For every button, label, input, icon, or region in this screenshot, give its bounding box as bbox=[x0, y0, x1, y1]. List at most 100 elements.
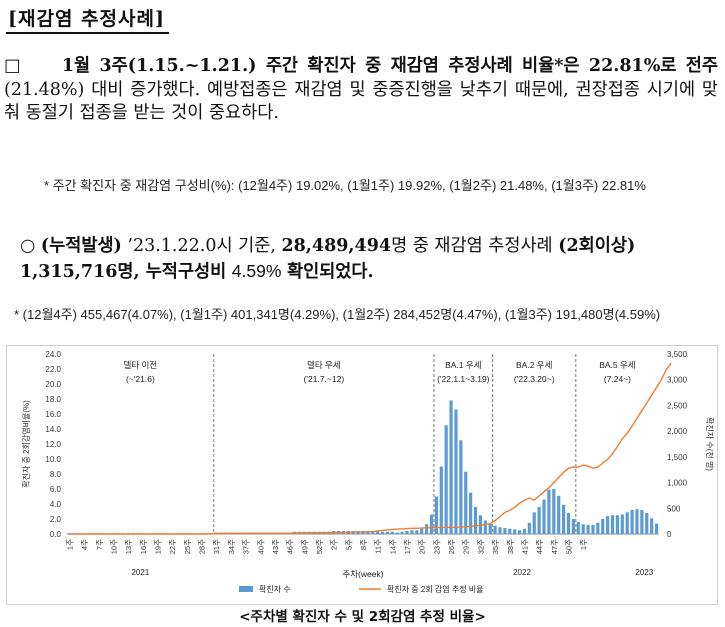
x-tick-label: 14주 bbox=[388, 539, 397, 554]
period-range: (7.24~) bbox=[604, 374, 631, 384]
bar-confirmed-cases bbox=[415, 530, 419, 534]
x-tick-label: 47주 bbox=[550, 539, 559, 554]
year-label: 2023 bbox=[635, 568, 653, 577]
period-label: BA.2 우세 bbox=[516, 360, 552, 370]
bar-confirmed-cases bbox=[513, 529, 517, 534]
cumulative-reinfection: (2회이상) 1,315,716명, 누적구성비 bbox=[20, 236, 636, 282]
bar-confirmed-cases bbox=[586, 525, 590, 534]
chart-caption: <주차별 확진자 수 및 2회감염 추정 비율> bbox=[239, 609, 486, 625]
x-tick-label: 13주 bbox=[124, 539, 133, 554]
y-tick-label-right: 500 bbox=[667, 504, 681, 513]
paragraph1-text: (21.48%) 대비 증가했다. 예방접종은 재감염 및 중증진행을 낮추기 … bbox=[4, 79, 718, 124]
chart-container: 0.0 2.0 4.0 6.0 8.0 10.0 12.0 14.0 16.0 18.0 20.0 2… bbox=[6, 345, 718, 605]
cumulative-total: 28,489,494 bbox=[281, 236, 392, 256]
y-tick-label-left: 12.0 bbox=[45, 440, 61, 449]
footnote-cumulative: * (12월4주) 455,467(4.07%), (1월1주) 401,341… bbox=[14, 307, 661, 322]
legend-swatch-cases bbox=[239, 586, 253, 592]
bar-confirmed-cases bbox=[400, 531, 404, 534]
bar-confirmed-cases bbox=[654, 523, 659, 534]
bar-confirmed-cases bbox=[390, 531, 394, 534]
x-tick-label: 28주 bbox=[198, 539, 207, 554]
x-tick-label: 20주 bbox=[418, 539, 427, 554]
x-tick-label: 50주 bbox=[564, 539, 573, 554]
bar-confirmed-cases bbox=[410, 530, 414, 534]
period-label: BA.5 우세 bbox=[599, 360, 635, 370]
y-axis-title-left: 확진자 중 2회감염비율(%) bbox=[21, 400, 31, 488]
bar-confirmed-cases bbox=[420, 528, 424, 534]
bar-confirmed-cases bbox=[429, 514, 434, 534]
bar-confirmed-cases bbox=[385, 531, 390, 534]
x-tick-label: 1주 bbox=[65, 539, 74, 550]
bar-confirmed-cases bbox=[571, 519, 575, 534]
x-tick-label: 29주 bbox=[462, 539, 471, 554]
paragraph-reinfection-ratio: □ 1월 3주(1.15.~1.21.) 주간 확진자 중 재감염 추정사례 비율… bbox=[4, 55, 718, 126]
x-tick-label: 16주 bbox=[139, 539, 148, 554]
x-tick-label: 32주 bbox=[476, 539, 485, 554]
cumulative-date: ’23.1.22.0시 기준, bbox=[127, 236, 282, 256]
bar-confirmed-cases bbox=[635, 509, 639, 534]
bar-confirmed-cases bbox=[532, 512, 536, 534]
x-tick-label: 5주 bbox=[344, 539, 353, 550]
bar-confirmed-cases bbox=[581, 524, 585, 534]
x-tick-label: 1주 bbox=[579, 539, 588, 550]
bar-confirmed-cases bbox=[576, 522, 580, 534]
x-tick-label: 22주 bbox=[168, 539, 177, 554]
bar-confirmed-cases bbox=[473, 507, 478, 534]
bar-confirmed-cases bbox=[376, 531, 380, 534]
x-tick-label: 40주 bbox=[256, 539, 265, 554]
y-axis-title-right: 확진자 수(천 명) bbox=[705, 417, 715, 471]
x-tick-label: 52주 bbox=[315, 539, 324, 554]
cumulative-tail: 확인되었다. bbox=[287, 262, 374, 282]
year-label: 2021 bbox=[131, 568, 149, 577]
bar-confirmed-cases bbox=[552, 489, 556, 534]
bar-confirmed-cases bbox=[517, 530, 522, 534]
bar-confirmed-cases bbox=[620, 514, 624, 534]
x-tick-label: 17주 bbox=[403, 539, 412, 554]
period-range: ('21.7.~12) bbox=[304, 374, 345, 384]
x-tick-label: 10주 bbox=[109, 539, 118, 554]
x-tick-label: 23주 bbox=[432, 539, 441, 554]
y-tick-label-left: 0.0 bbox=[50, 530, 62, 539]
bar-confirmed-cases bbox=[508, 528, 512, 534]
x-tick-label: 4주 bbox=[80, 539, 89, 550]
x-tick-label: 25주 bbox=[183, 539, 192, 554]
bar-confirmed-cases bbox=[469, 492, 473, 534]
cumulative-heading: (누적발생) bbox=[40, 236, 122, 256]
bar-confirmed-cases bbox=[650, 518, 654, 534]
x-tick-label: 35주 bbox=[491, 539, 500, 554]
bar-confirmed-cases bbox=[395, 532, 399, 534]
bar-confirmed-cases bbox=[380, 531, 385, 534]
bar-confirmed-cases bbox=[459, 440, 463, 534]
section-title: [재감염 추정사례] bbox=[6, 4, 169, 34]
y-tick-label-left: 18.0 bbox=[45, 395, 61, 404]
bar-confirmed-cases bbox=[449, 400, 453, 534]
bar-confirmed-cases bbox=[371, 531, 375, 534]
circle-bullet-icon: ○ bbox=[20, 236, 36, 256]
period-range: ('22.3.20~) bbox=[514, 374, 555, 384]
bar-confirmed-cases bbox=[596, 522, 600, 534]
x-tick-label: 41주 bbox=[520, 539, 529, 554]
weekly-cases-chart: 0.0 2.0 4.0 6.0 8.0 10.0 12.0 14.0 16.0 18.0 20.0 2… bbox=[21, 350, 715, 594]
period-range: (~'21.6) bbox=[126, 374, 155, 384]
x-tick-label: 26주 bbox=[447, 539, 456, 554]
x-axis-title: 주차(week) bbox=[342, 569, 383, 579]
y-tick-label-left: 8.0 bbox=[50, 470, 62, 479]
line-reinfection-ratio bbox=[69, 362, 672, 535]
bar-confirmed-cases bbox=[562, 504, 566, 534]
y-tick-label-left: 24.0 bbox=[45, 350, 61, 359]
paragraph1-bold-text: 1월 3주(1.15.~1.21.) 주간 확진자 중 재감염 추정사례 비율*… bbox=[61, 56, 719, 76]
bar-confirmed-cases bbox=[498, 527, 502, 534]
y-tick-label-right: 0 bbox=[667, 530, 672, 539]
y-tick-label-left: 6.0 bbox=[50, 485, 62, 494]
bar-confirmed-cases bbox=[483, 520, 487, 534]
bar-confirmed-cases bbox=[493, 525, 497, 534]
y-tick-label-left: 4.0 bbox=[50, 500, 62, 509]
y-tick-label-left: 10.0 bbox=[45, 455, 61, 464]
x-tick-label: 37주 bbox=[242, 539, 251, 554]
x-tick-label: 19주 bbox=[154, 539, 163, 554]
bar-confirmed-cases bbox=[405, 531, 409, 534]
bar-confirmed-cases bbox=[610, 515, 615, 534]
bar-confirmed-cases bbox=[601, 519, 605, 534]
bar-confirmed-cases bbox=[645, 513, 649, 534]
y-tick-label-right: 3,000 bbox=[667, 376, 688, 385]
